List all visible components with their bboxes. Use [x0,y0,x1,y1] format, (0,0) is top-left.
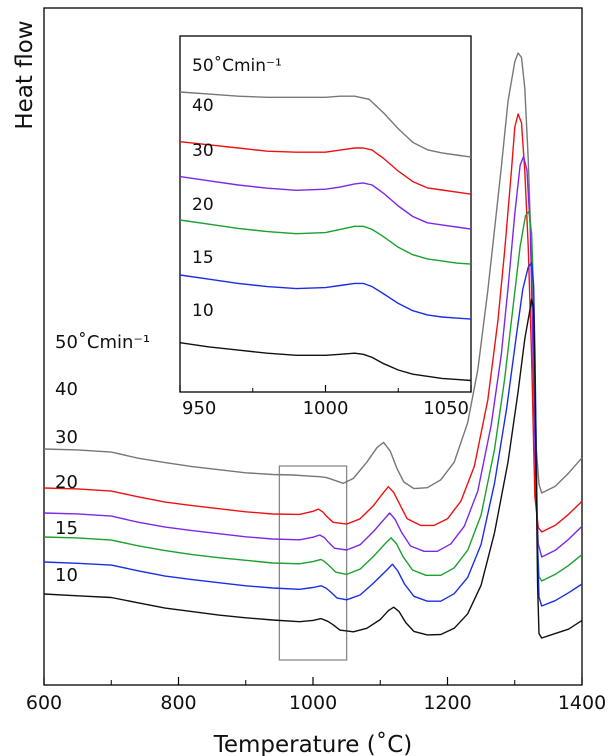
main-x-tick-label-800: 800 [160,692,196,714]
inset-series-lines [179,91,472,382]
inset-series-labels: 50˚Cmin⁻¹ 40 30 20 15 10 [192,55,282,321]
main-x-axis: 600 800 1000 1200 1400 [26,677,606,714]
inset-series-label-15: 15 [192,248,214,268]
inset-series-line-10 [179,342,472,382]
inset-series-line-50cmin [179,91,472,158]
inset-series-line-20 [179,219,472,265]
main-x-tick-label-1200: 1200 [423,692,471,714]
main-x-tick-label-1000: 1000 [289,692,337,714]
inset-series-label-40: 40 [192,96,214,116]
main-x-axis-label: Temperature (˚C) [213,731,413,756]
inset-series-label-20: 20 [192,195,214,215]
inset-series-line-40 [179,141,472,195]
main-series-label-50cmin: 50˚Cmin⁻¹ [55,332,150,353]
inset-x-axis: 950 1000 1050 [179,385,472,419]
main-series-label-10: 10 [55,565,78,586]
main-y-axis-label: Heat flow [12,20,38,129]
main-series-label-40: 40 [55,379,78,400]
main-series-line-40 [43,113,583,533]
inset-series-label-10: 10 [192,301,214,321]
main-x-tick-label-600: 600 [26,692,62,714]
main-series-label-30: 30 [55,427,78,448]
inset-plot-frame [179,35,472,393]
inset-x-tick-label-1050: 1050 [423,398,469,419]
main-series-label-15: 15 [55,518,78,539]
main-series-label-20: 20 [55,472,78,493]
main-series-line-10 [43,298,583,639]
inset-series-line-30 [179,175,472,230]
inset-series-label-50cmin: 50˚Cmin⁻¹ [192,55,282,76]
inset-series-line-15 [179,274,472,320]
main-series-labels: 50˚Cmin⁻¹ 40 30 20 15 10 [55,332,150,586]
inset-series-label-30: 30 [192,141,214,161]
main-series-lines [43,52,583,639]
inset-x-tick-label-1000: 1000 [303,398,349,419]
main-x-tick-label-1400: 1400 [558,692,606,714]
inset-x-tick-label-950: 950 [182,398,216,419]
